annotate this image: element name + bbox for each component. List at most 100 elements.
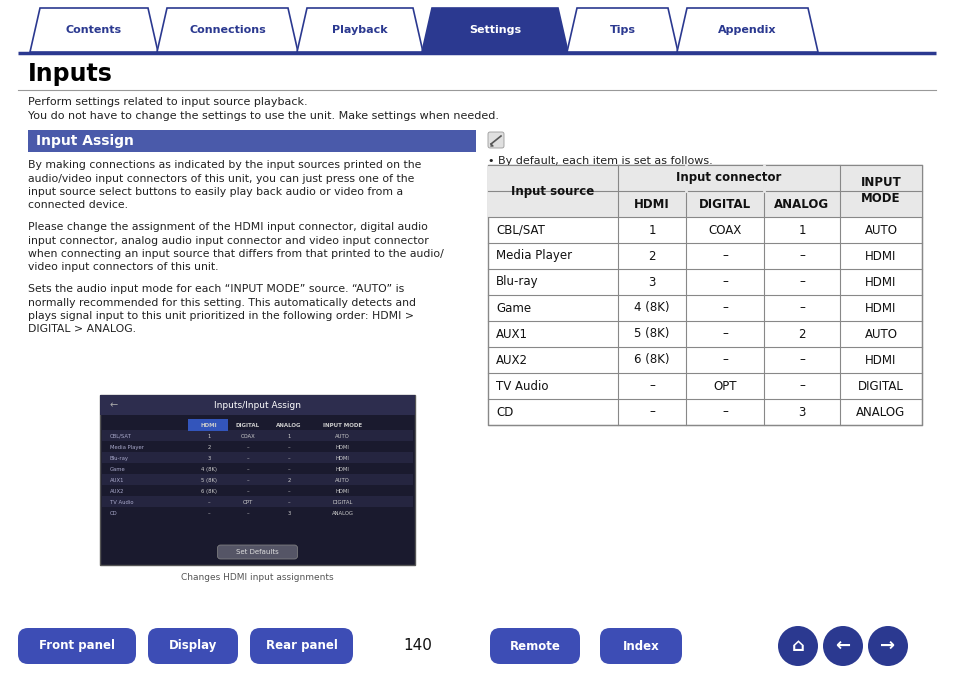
Text: –: – — [288, 489, 290, 494]
Text: plays signal input to this unit prioritized in the following order: HDMI >: plays signal input to this unit prioriti… — [28, 311, 414, 321]
Text: Inputs: Inputs — [28, 62, 112, 86]
Bar — [102, 463, 413, 474]
Text: Inputs/Input Assign: Inputs/Input Assign — [213, 400, 301, 409]
Text: HDMI: HDMI — [335, 445, 349, 450]
Text: –: – — [247, 489, 249, 494]
Text: You do not have to change the settings to use the unit. Make settings when neede: You do not have to change the settings t… — [28, 111, 498, 121]
Text: Please change the assignment of the HDMI input connector, digital audio: Please change the assignment of the HDMI… — [28, 222, 428, 232]
Text: –: – — [288, 456, 290, 461]
Text: Set Defaults: Set Defaults — [236, 549, 278, 555]
Text: Input Assign: Input Assign — [36, 134, 133, 148]
Text: 4 (8K): 4 (8K) — [634, 302, 669, 314]
Text: ←: ← — [835, 637, 850, 655]
Text: 3: 3 — [207, 456, 211, 461]
Bar — [102, 452, 413, 463]
Text: Blu-ray: Blu-ray — [110, 456, 129, 461]
Text: –: – — [799, 302, 804, 314]
Text: DIGITAL: DIGITAL — [699, 197, 750, 211]
Text: AUTO: AUTO — [863, 328, 897, 341]
Polygon shape — [157, 8, 297, 52]
Text: connected device.: connected device. — [28, 201, 128, 211]
Bar — [102, 496, 413, 507]
Text: –: – — [208, 500, 210, 505]
Text: 4 (8K): 4 (8K) — [201, 467, 216, 472]
Circle shape — [778, 626, 817, 666]
Text: AUX1: AUX1 — [110, 478, 125, 483]
Text: 1: 1 — [287, 434, 291, 439]
Text: –: – — [721, 250, 727, 262]
Text: –: – — [721, 328, 727, 341]
Bar — [102, 441, 413, 452]
Text: video input connectors of this unit.: video input connectors of this unit. — [28, 262, 218, 273]
Text: AUX1: AUX1 — [496, 328, 527, 341]
Text: DIGITAL: DIGITAL — [857, 380, 903, 392]
Text: TV Audio: TV Audio — [110, 500, 133, 505]
Bar — [102, 430, 413, 441]
FancyBboxPatch shape — [490, 628, 579, 664]
Text: –: – — [288, 467, 290, 472]
Text: ←: ← — [110, 400, 118, 410]
Text: audio/video input connectors of this unit, you can just press one of the: audio/video input connectors of this uni… — [28, 174, 414, 184]
Text: HDMI: HDMI — [335, 467, 349, 472]
Bar — [488, 165, 921, 191]
Text: –: – — [721, 406, 727, 419]
Text: DIGITAL > ANALOG.: DIGITAL > ANALOG. — [28, 324, 136, 334]
Text: ANALOG: ANALOG — [856, 406, 904, 419]
Text: 1: 1 — [648, 223, 655, 236]
Text: –: – — [288, 500, 290, 505]
Bar — [102, 507, 413, 518]
Text: Blu-ray: Blu-ray — [496, 275, 538, 289]
Text: DIGITAL: DIGITAL — [235, 423, 260, 428]
Text: input connector, analog audio input connector and video input connector: input connector, analog audio input conn… — [28, 236, 428, 246]
Text: Rear panel: Rear panel — [265, 639, 337, 653]
Text: HDMI: HDMI — [335, 489, 349, 494]
Text: –: – — [648, 380, 655, 392]
Text: • By default, each item is set as follows.: • By default, each item is set as follow… — [488, 156, 712, 166]
Text: Settings: Settings — [469, 25, 520, 35]
Text: Tips: Tips — [609, 25, 635, 35]
Text: –: – — [799, 380, 804, 392]
Text: CD: CD — [110, 511, 117, 516]
Text: 2: 2 — [287, 478, 291, 483]
Text: –: – — [721, 302, 727, 314]
Text: 3: 3 — [287, 511, 291, 516]
Text: ⌂: ⌂ — [791, 637, 803, 655]
Polygon shape — [566, 8, 678, 52]
Text: –: – — [247, 445, 249, 450]
Text: →: → — [880, 637, 895, 655]
Text: INPUT MODE: INPUT MODE — [323, 423, 362, 428]
Text: AUX2: AUX2 — [110, 489, 125, 494]
Text: Appendix: Appendix — [718, 25, 776, 35]
Text: CBL/SAT: CBL/SAT — [496, 223, 544, 236]
Text: Sets the audio input mode for each “INPUT MODE” source. “AUTO” is: Sets the audio input mode for each “INPU… — [28, 284, 404, 294]
Text: –: – — [208, 511, 210, 516]
Text: 5 (8K): 5 (8K) — [634, 328, 669, 341]
Bar — [100, 395, 415, 565]
Text: –: – — [721, 353, 727, 367]
Text: Media Player: Media Player — [496, 250, 572, 262]
Text: –: – — [247, 467, 249, 472]
Text: –: – — [721, 275, 727, 289]
Text: 2: 2 — [207, 445, 211, 450]
Text: AUTO: AUTO — [335, 434, 350, 439]
FancyBboxPatch shape — [250, 628, 353, 664]
Bar — [488, 165, 921, 425]
Polygon shape — [30, 8, 158, 52]
Text: HDMI: HDMI — [335, 456, 349, 461]
Text: 2: 2 — [798, 328, 805, 341]
Text: HDMI: HDMI — [864, 302, 896, 314]
Bar — [100, 395, 415, 415]
Text: Media Player: Media Player — [110, 445, 144, 450]
Polygon shape — [677, 8, 817, 52]
Text: Perform settings related to input source playback.: Perform settings related to input source… — [28, 97, 307, 107]
Text: CBL/SAT: CBL/SAT — [110, 434, 132, 439]
Text: TV Audio: TV Audio — [496, 380, 548, 392]
FancyBboxPatch shape — [148, 628, 237, 664]
Bar — [102, 485, 413, 496]
Text: OPT: OPT — [243, 500, 253, 505]
Text: HDMI: HDMI — [200, 423, 217, 428]
Text: HDMI: HDMI — [864, 275, 896, 289]
Text: –: – — [247, 456, 249, 461]
Text: 3: 3 — [648, 275, 655, 289]
Text: –: – — [288, 445, 290, 450]
